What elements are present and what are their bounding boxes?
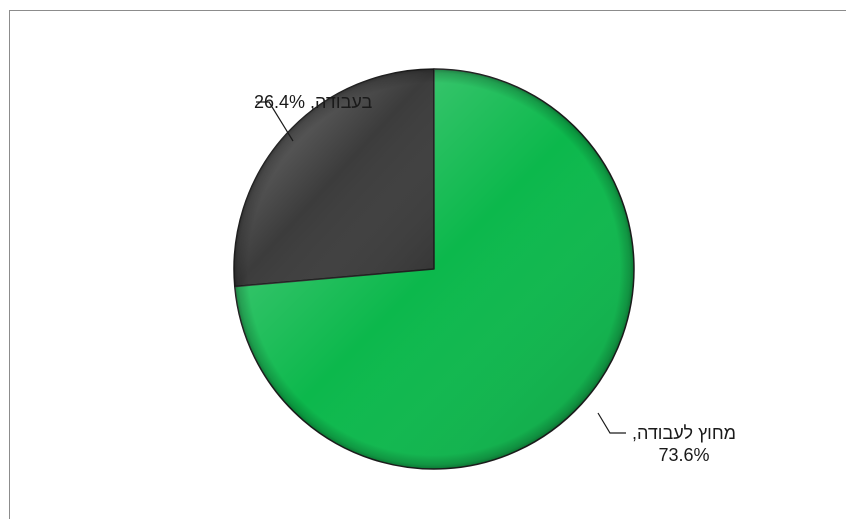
slice-label-outside-work-group: מחוץ לעבודה, 73.6% [597, 412, 736, 465]
pie-bevel-rim [234, 69, 634, 469]
slice-label-outside-work-line1: מחוץ לעבודה, [632, 423, 736, 443]
leader-line-outside-work [597, 412, 626, 434]
pie-slices [233, 68, 635, 470]
slice-label-outside-work-value: 73.6% [658, 445, 709, 465]
chart-frame: בעבודה, 26.4% מחוץ לעבודה, 73.6% [9, 10, 846, 519]
slice-label-work: בעבודה, 26.4% [254, 92, 372, 112]
leader-line-work [256, 101, 294, 142]
pie-chart: בעבודה, 26.4% מחוץ לעבודה, 73.6% [233, 68, 736, 470]
slice-label-work-group: בעבודה, 26.4% [254, 92, 372, 142]
